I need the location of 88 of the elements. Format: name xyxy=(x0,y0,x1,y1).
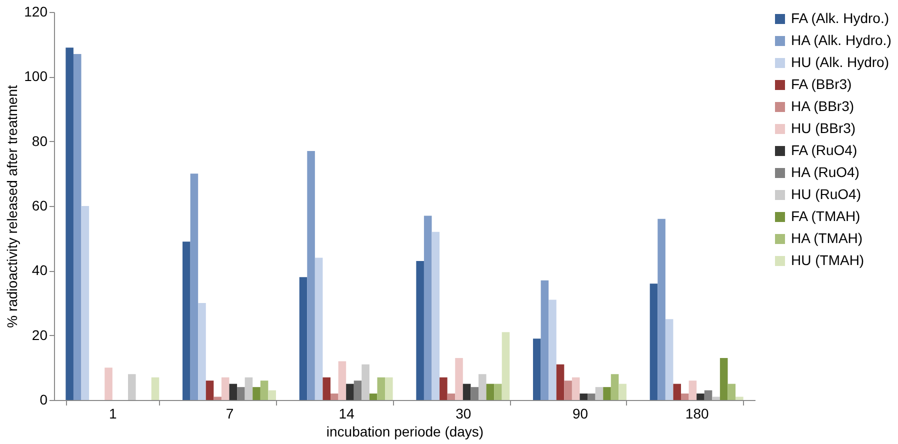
x-axis-title: incubation periode (days) xyxy=(326,424,484,440)
bar xyxy=(455,358,463,400)
bar xyxy=(673,384,682,400)
bar xyxy=(338,361,346,400)
bar xyxy=(447,394,456,400)
bar xyxy=(252,387,260,400)
bar xyxy=(580,394,588,400)
legend-label: HA (BBr3) xyxy=(791,98,854,114)
x-tick-label: 180 xyxy=(685,406,709,422)
bar xyxy=(548,300,556,400)
bar xyxy=(81,206,90,400)
y-tick-label: 120 xyxy=(24,4,48,20)
x-tick-label: 90 xyxy=(572,406,588,422)
legend-label: FA (BBr3) xyxy=(791,76,852,92)
bar xyxy=(736,396,744,400)
bar xyxy=(603,387,611,400)
bar xyxy=(307,151,315,400)
bar xyxy=(322,377,331,400)
bar xyxy=(385,377,393,400)
legend-label: HU (Alk. Hydro) xyxy=(791,54,890,70)
bar xyxy=(595,387,604,400)
bar xyxy=(533,338,541,400)
bar xyxy=(728,384,736,400)
legend-label: FA (TMAH) xyxy=(791,208,860,224)
bar xyxy=(556,364,564,400)
bar xyxy=(330,394,338,400)
bar xyxy=(66,48,74,400)
bar xyxy=(688,380,697,400)
bar xyxy=(486,384,494,400)
y-tick-label: 80 xyxy=(32,132,48,149)
bar xyxy=(610,374,619,400)
legend-label: HU (RuO4) xyxy=(791,186,862,202)
bar xyxy=(104,368,112,400)
bar xyxy=(416,260,424,400)
x-tick-label: 7 xyxy=(226,406,234,422)
bar xyxy=(650,284,658,400)
y-tick-label: 0 xyxy=(40,392,48,408)
bar xyxy=(440,377,448,400)
legend-label: HA (TMAH) xyxy=(791,230,863,246)
bar xyxy=(658,218,666,400)
x-tick-label: 30 xyxy=(456,406,472,422)
bar xyxy=(206,380,214,400)
bar xyxy=(432,232,440,400)
bar xyxy=(540,280,549,400)
y-tick-label: 60 xyxy=(32,198,48,214)
bar xyxy=(229,384,238,400)
legend-label: FA (RuO4) xyxy=(791,142,858,158)
x-tick-label: 1 xyxy=(109,406,118,422)
bar xyxy=(696,394,704,400)
bar xyxy=(362,364,370,400)
y-axis-title: % radioactivity released after treatment xyxy=(4,85,20,328)
bar xyxy=(346,384,354,400)
x-tick-label: 14 xyxy=(338,406,355,422)
bar xyxy=(221,377,230,400)
bar xyxy=(299,277,308,400)
bar xyxy=(190,174,198,400)
bar xyxy=(369,394,378,400)
bar xyxy=(260,380,268,400)
bar xyxy=(424,216,432,400)
bar xyxy=(314,258,323,400)
legend-label: FA (Alk. Hydro.) xyxy=(791,10,890,26)
y-tick-label: 100 xyxy=(24,68,48,84)
bar xyxy=(377,377,386,400)
bar xyxy=(214,396,222,400)
bar xyxy=(681,394,689,400)
bar xyxy=(478,374,486,400)
bar xyxy=(564,380,572,400)
legend-label: HA (Alk. Hydro.) xyxy=(791,32,892,48)
legend-label: HA (RuO4) xyxy=(791,164,860,180)
bar xyxy=(268,390,276,400)
bar xyxy=(151,377,160,400)
y-tick-label: 20 xyxy=(32,326,48,343)
legend-label: HU (TMAH) xyxy=(791,252,864,268)
bar xyxy=(665,319,674,400)
bar xyxy=(128,374,136,400)
bar xyxy=(712,396,720,400)
bar xyxy=(462,384,471,400)
y-tick-label: 40 xyxy=(32,262,48,278)
bar xyxy=(618,384,626,400)
bar xyxy=(720,358,728,400)
bar xyxy=(198,303,206,400)
legend-label: HU (BBr3) xyxy=(791,120,856,136)
bar xyxy=(244,377,253,400)
bar xyxy=(502,332,510,400)
bar xyxy=(73,54,82,400)
bar xyxy=(494,384,502,400)
bar xyxy=(572,377,580,400)
bar xyxy=(182,242,190,400)
